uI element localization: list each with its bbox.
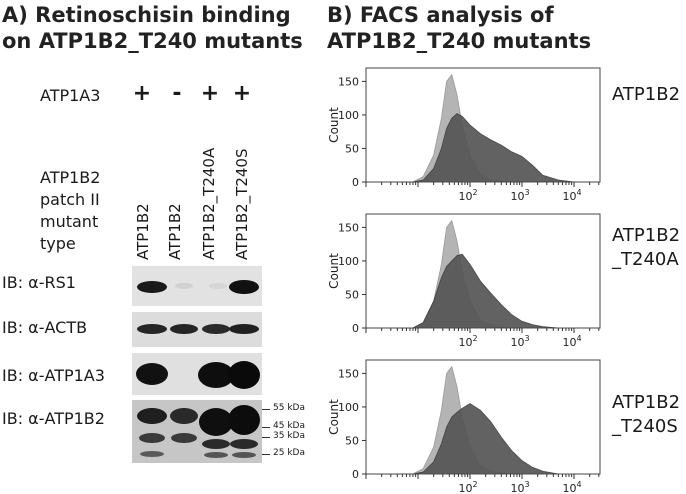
y-tick-label: 100: [338, 109, 359, 122]
panel-b-title-line-2: ATP1B2_T240 mutants: [327, 29, 592, 53]
y-axis-label: Count: [327, 399, 341, 435]
atp1a3-sign-lane-3: +: [200, 81, 220, 106]
x-tick-label: 103: [510, 480, 529, 494]
histogram-area-sample: [412, 403, 574, 475]
blot-label-actb: IB: α-ACTB: [2, 318, 88, 337]
y-tick-label: 150: [338, 75, 359, 88]
x-tick-label: 102: [458, 188, 477, 202]
y-tick-label: 0: [352, 176, 359, 189]
lane-label-1: ATP1B2: [134, 203, 152, 260]
marker-label-45: 45 kDa: [273, 421, 305, 431]
sample-name-3-line-2: _T240S: [612, 416, 678, 437]
sample-name-1-line-1: ATP1B2: [612, 84, 681, 105]
lane-label-4: ATP1B2_T240S: [233, 148, 251, 261]
x-tick-label: 103: [510, 188, 529, 202]
marker-tick-25: [262, 454, 270, 455]
histogram-area-sample: [412, 253, 574, 329]
blot-image-atp1b2: [132, 400, 262, 463]
y-axis-label: Count: [327, 253, 341, 289]
y-tick-label: 100: [338, 401, 359, 414]
mutant-label-line-4: type: [40, 234, 76, 253]
sample-name-3-line-1: ATP1B2: [612, 392, 681, 413]
sample-name-2-line-2: _T240A: [612, 249, 679, 270]
x-tick-label: 104: [562, 334, 581, 348]
blot-label-atp1b2: IB: α-ATP1B2: [2, 409, 105, 428]
y-tick-label: 50: [345, 142, 359, 155]
y-tick-label: 0: [352, 468, 359, 481]
x-tick-label: 102: [458, 480, 477, 494]
y-tick-label: 50: [345, 434, 359, 447]
marker-tick-55: [262, 409, 270, 410]
atp1a3-label: ATP1A3: [40, 86, 101, 105]
blot-label-rs1: IB: α-RS1: [2, 273, 76, 292]
panel-a-title-line-1: A) Retinoschisin binding: [2, 3, 291, 27]
atp1a3-sign-lane-4: +: [232, 81, 252, 106]
marker-tick-35: [262, 437, 270, 438]
x-tick-label: 104: [562, 188, 581, 202]
y-tick-label: 100: [338, 255, 359, 268]
blot-image-actb: [132, 312, 262, 347]
facs-histogram-1: 050100150Count102103104105: [327, 67, 601, 202]
marker-label-35: 35 kDa: [273, 431, 305, 441]
mutant-label-line-3: mutant: [40, 212, 99, 231]
atp1a3-sign-lane-2: -: [172, 81, 182, 106]
blot-label-atp1a3: IB: α-ATP1A3: [2, 366, 105, 385]
blot-image-atp1a3: [132, 353, 262, 395]
marker-label-25: 25 kDa: [273, 448, 305, 458]
marker-tick-45: [262, 427, 270, 428]
x-tick-label: 102: [458, 334, 477, 348]
y-tick-label: 150: [338, 221, 359, 234]
y-tick-label: 150: [338, 367, 359, 380]
x-tick-label: 103: [510, 334, 529, 348]
marker-label-55: 55 kDa: [273, 403, 305, 413]
atp1a3-sign-lane-1: +: [132, 81, 152, 106]
panel-b-title-line-1: B) FACS analysis of: [327, 3, 554, 27]
panel-a-title-line-2: on ATP1B2_T240 mutants: [2, 29, 303, 53]
lane-label-2: ATP1B2: [166, 203, 184, 260]
facs-histogram-2: 050100150Count102103104105: [327, 213, 601, 348]
facs-histogram-3: 050100150Count102103104105: [327, 359, 601, 494]
mutant-label-line-2: patch II: [40, 190, 100, 209]
y-tick-label: 50: [345, 288, 359, 301]
y-axis-label: Count: [327, 107, 341, 143]
sample-name-2-line-1: ATP1B2: [612, 225, 681, 246]
x-tick-label: 104: [562, 480, 581, 494]
y-tick-label: 0: [352, 322, 359, 335]
lane-label-3: ATP1B2_T240A: [200, 147, 218, 260]
blot-image-rs1: [132, 266, 262, 306]
mutant-label-line-1: ATP1B2: [40, 168, 101, 187]
histogram-area-sample: [412, 113, 575, 183]
